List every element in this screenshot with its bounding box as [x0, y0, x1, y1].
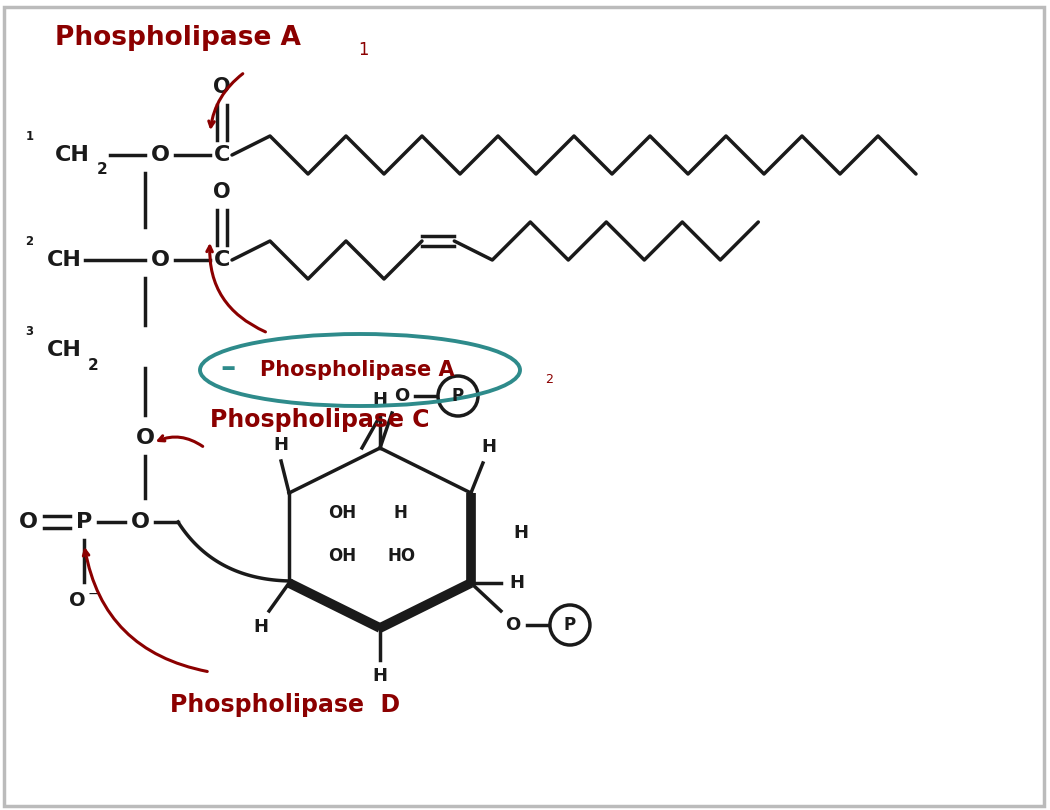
- Text: H: H: [274, 436, 289, 454]
- Text: Phospholipase A: Phospholipase A: [55, 25, 301, 51]
- Text: C: C: [214, 250, 230, 270]
- Text: $\mathbf{^3}$: $\mathbf{^3}$: [25, 327, 35, 345]
- Circle shape: [438, 376, 478, 416]
- Text: H: H: [373, 667, 387, 685]
- Text: O: O: [150, 145, 169, 165]
- Text: H: H: [393, 504, 407, 522]
- Text: Phospholipase C: Phospholipase C: [210, 408, 429, 432]
- Text: CH: CH: [47, 340, 82, 360]
- Text: O: O: [19, 512, 38, 532]
- Text: $\mathbf{^2}$: $\mathbf{^2}$: [25, 237, 35, 255]
- Text: Phospholipase  D: Phospholipase D: [170, 693, 400, 717]
- Text: O: O: [150, 250, 169, 270]
- Text: P: P: [564, 616, 576, 634]
- Text: HO: HO: [387, 547, 416, 565]
- Text: OH: OH: [328, 547, 356, 565]
- Text: O: O: [505, 616, 521, 634]
- Text: O$^-$: O$^-$: [68, 590, 100, 609]
- Text: H: H: [482, 438, 497, 456]
- Text: 2: 2: [88, 357, 99, 373]
- Text: 2: 2: [97, 163, 108, 177]
- Text: H: H: [373, 391, 387, 409]
- Text: O: O: [135, 428, 154, 448]
- Text: O: O: [130, 512, 149, 532]
- Text: –: –: [220, 353, 235, 382]
- Text: $_2$: $_2$: [545, 368, 554, 386]
- Text: Phospholipase A: Phospholipase A: [260, 360, 455, 380]
- Text: H: H: [253, 618, 269, 636]
- Text: P: P: [76, 512, 92, 532]
- Text: O: O: [395, 387, 410, 405]
- Text: H: H: [513, 524, 528, 542]
- Text: O: O: [213, 182, 231, 202]
- Text: $\mathbf{^1}$: $\mathbf{^1}$: [25, 132, 35, 150]
- Text: $_1$: $_1$: [358, 34, 370, 58]
- Text: C: C: [214, 145, 230, 165]
- Text: CH: CH: [55, 145, 90, 165]
- Text: P: P: [452, 387, 464, 405]
- Text: O: O: [213, 77, 231, 97]
- Text: OH: OH: [328, 504, 356, 522]
- Text: CH: CH: [47, 250, 82, 270]
- Text: H: H: [509, 574, 524, 592]
- Circle shape: [550, 605, 590, 645]
